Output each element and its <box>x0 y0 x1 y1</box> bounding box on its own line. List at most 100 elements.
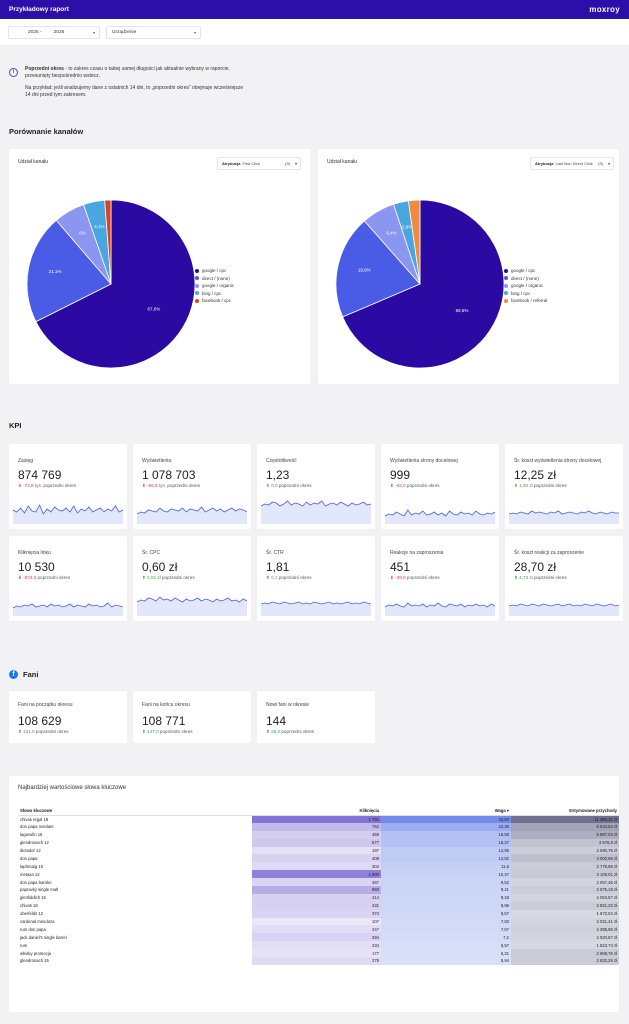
table-row[interactable]: whisky promocja 177 6,31 2 908,76 zł <box>18 949 619 958</box>
legend-item[interactable]: direct / (none) <box>504 275 547 283</box>
pie-slice[interactable] <box>104 199 112 285</box>
sparkline-line <box>261 601 371 605</box>
table-row[interactable]: lagavulin 16 459 16,58 5 587,03 zł <box>18 830 619 839</box>
table-row[interactable]: glendronach 12 577 16,27 3 576,9 zł <box>18 838 619 847</box>
legend-label: facebook / referral <box>511 298 548 304</box>
legend-item[interactable]: facebook / referral <box>504 297 547 305</box>
pie-slice[interactable] <box>35 199 196 369</box>
date-range-select[interactable]: 2025 - 2025 ▾ <box>8 25 100 39</box>
sparkline-line <box>261 500 371 507</box>
date-to: 2025 <box>53 29 65 35</box>
clicks-cell: 247 <box>252 925 381 934</box>
table-row[interactable]: chivas 18 431 8,96 2 821,33 zł <box>18 901 619 910</box>
legend-dot <box>195 268 199 273</box>
sparkline-area <box>385 510 495 524</box>
clicks-cell: 960 <box>252 886 381 894</box>
revenue-cell: 2 675,19 zł <box>511 886 619 894</box>
clicks-cell: 459 <box>252 830 381 839</box>
weight-cell: 10,47 <box>381 870 511 879</box>
sparkline-area <box>509 511 619 524</box>
weight-cell: 9,18 <box>381 893 511 902</box>
date-from: 2025 - <box>28 29 42 35</box>
kpi-value: 12,25 zł <box>514 468 557 482</box>
table-row[interactable]: rum don papa 247 7,67 2 395,96 zł <box>18 925 619 934</box>
fans-card: Fani na początku okresu 108 629 ⬆ 121,0 po… <box>9 691 127 743</box>
attribution-select-2[interactable]: Atrybucja Last Non Direct Click (9) ▾ <box>530 157 614 170</box>
kpi-value: 1 078 703 <box>142 468 196 482</box>
attribution-select-1[interactable]: Atrybucja First Click (9) ▾ <box>217 157 301 170</box>
trend-arrow-icon: ⬇ <box>18 575 22 580</box>
fans-label: Nowi fani w okresie <box>266 702 310 708</box>
table-row[interactable]: rum 234 6,57 1 823,74 zł <box>18 941 619 950</box>
brand-logo: moxroy <box>589 5 620 14</box>
table-row[interactable]: metaxa 12 1 600 10,47 3 109,01 zł <box>18 870 619 879</box>
column-header-weight[interactable]: Waga ▾ <box>381 807 511 816</box>
kpi-card: Zasięg 874 769 ⬇ -72,6 tys. poprzedni okre… <box>9 444 127 529</box>
info-icon: i <box>9 68 18 77</box>
kpi-section-title: KPI <box>9 421 22 430</box>
device-label: Urządzenie <box>112 29 137 35</box>
channel-share-title: Udział kanału <box>327 159 358 165</box>
legend-label: google / organic <box>202 283 235 289</box>
clicks-cell: 367 <box>252 878 381 887</box>
pie-slice[interactable] <box>26 219 112 323</box>
pie-slice[interactable] <box>335 220 421 318</box>
sparkline-chart <box>13 602 123 616</box>
table-row[interactable]: cardenal mendoza 107 7,83 2 021,41 zł <box>18 917 619 926</box>
column-header-clicks[interactable]: Kliknięcia <box>252 807 381 816</box>
legend-dot <box>504 276 508 281</box>
sparkline-area <box>137 597 247 616</box>
clicks-cell: 762 <box>252 822 381 831</box>
keyword-cell: rum don papa <box>20 926 46 932</box>
kpi-delta: ⬇ -72,6 tys. poprzedni okres <box>18 483 77 488</box>
legend-dot <box>195 283 199 288</box>
clicks-cell: 414 <box>252 893 381 902</box>
clicks-cell: 197 <box>252 846 381 855</box>
device-select[interactable]: Urządzenie ▾ <box>106 25 201 39</box>
table-row[interactable]: jack daniel's single barrel 394 7,2 2 020,6… <box>18 933 619 942</box>
pie-slice[interactable] <box>407 199 421 285</box>
report-title: Przykładowy raport <box>9 6 69 13</box>
table-row[interactable]: papravky single malt 960 9,21 2 675,19 zł <box>18 886 619 894</box>
table-row[interactable]: dictador 12 197 12,95 2 590,75 zł <box>18 846 619 855</box>
revenue-cell: 5 587,03 zł <box>511 830 619 839</box>
weight-cell: 5,94 <box>381 957 511 965</box>
column-header-keyword[interactable]: Słowo kluczowe <box>18 807 252 816</box>
revenue-cell: 3 109,01 zł <box>511 870 619 879</box>
legend-item[interactable]: bing / cpc <box>195 290 234 298</box>
table-row[interactable]: chivas regal 18 1 782 33,84 11 383,31 zł <box>18 815 619 823</box>
column-header-revenue[interactable]: Estymowane przychody <box>511 807 619 816</box>
table-row[interactable]: glenfiddich 15 414 9,18 2 053,57 zł <box>18 893 619 902</box>
sparkline-line <box>385 509 495 517</box>
weight-cell: 7,83 <box>381 917 511 926</box>
legend-item[interactable]: direct / (none) <box>195 275 234 283</box>
trend-arrow-icon: ⬇ <box>18 483 22 488</box>
table-row[interactable]: oberfelds 12 374 8,57 1 672,04 zł <box>18 909 619 918</box>
table-row[interactable]: don papa baroko 367 9,52 2 057,46 zł <box>18 878 619 887</box>
kpi-value: 874 769 <box>18 468 62 482</box>
channel-share-card-2: Udział kanału Atrybucja Last Non Direct C… <box>318 149 619 384</box>
legend-item[interactable]: google / cpc <box>195 267 234 275</box>
pie-data-label: 6,4% <box>386 230 396 235</box>
revenue-cell: 4 000,69 zł <box>511 854 619 863</box>
pie-data-label: 21,1% <box>49 269 62 274</box>
table-row[interactable]: laphroaig 10 303 11,6 2 778,68 zł <box>18 862 619 871</box>
table-row[interactable]: don papa 408 12,82 4 000,69 zł <box>18 854 619 863</box>
legend-item[interactable]: bing / cpc <box>504 290 547 298</box>
weight-cell: 22,36 <box>381 822 511 831</box>
keyword-cell: lagavulin 16 <box>20 832 43 838</box>
legend-dot <box>195 291 199 296</box>
info-line-1: Poprzedni okres - to zakres czasu o taki… <box>25 66 230 72</box>
channel-share-title: Udział kanału <box>18 159 49 165</box>
legend-dot <box>504 291 508 296</box>
chevron-down-icon: ▾ <box>607 161 610 166</box>
pie-slice[interactable] <box>342 199 505 369</box>
legend-item[interactable]: facebook / cpc <box>195 297 234 305</box>
kpi-delta: ⬆ 1,00 zł poprzedni okres <box>514 483 567 488</box>
legend-item[interactable]: google / organic <box>195 282 234 290</box>
table-row[interactable]: glendronach 15 279 5,94 2 832,29 zł <box>18 957 619 965</box>
table-row[interactable]: don papa rosolare 762 22,36 6 543,54 zł <box>18 822 619 831</box>
legend-item[interactable]: google / cpc <box>504 267 547 275</box>
sparkline-line <box>13 504 123 515</box>
legend-item[interactable]: google / organic <box>504 282 547 290</box>
